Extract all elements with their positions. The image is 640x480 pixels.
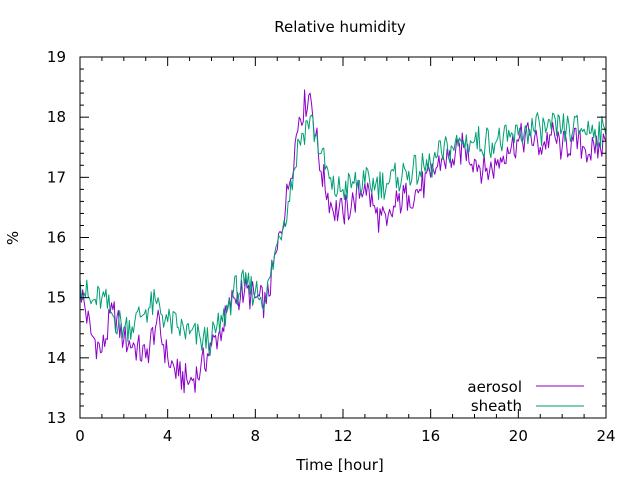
tick-layer: 0 4 8 12 16 20 24 13 14 15 16 17 18 19 <box>47 48 616 445</box>
y-tick-label: 13 <box>47 409 66 427</box>
x-tick-label: 4 <box>163 427 173 445</box>
x-tick-label: 24 <box>596 427 615 445</box>
x-axis-label: Time [hour] <box>295 456 384 474</box>
y-tick-label: 14 <box>47 349 66 367</box>
chart-title: Relative humidity <box>274 18 406 36</box>
legend-label-sheath: sheath <box>471 397 522 415</box>
series-layer <box>79 89 607 394</box>
y-tick-label: 19 <box>47 48 66 66</box>
legend: aerosol sheath <box>467 378 584 415</box>
y-tick-label: 15 <box>47 289 66 307</box>
x-tick-label: 20 <box>509 427 528 445</box>
legend-label-aerosol: aerosol <box>467 378 522 396</box>
x-tick-label: 12 <box>333 427 352 445</box>
series-line-sheath <box>79 112 607 356</box>
y-tick-label: 18 <box>47 108 66 126</box>
y-axis-label: % <box>4 231 22 245</box>
y-tick-label: 16 <box>47 229 66 247</box>
x-tick-label: 16 <box>421 427 440 445</box>
x-tick-label: 0 <box>75 427 85 445</box>
x-tick-label: 8 <box>251 427 261 445</box>
y-tick-label: 17 <box>47 168 66 186</box>
plot-frame <box>79 56 607 419</box>
series-line-aerosol <box>79 89 607 394</box>
